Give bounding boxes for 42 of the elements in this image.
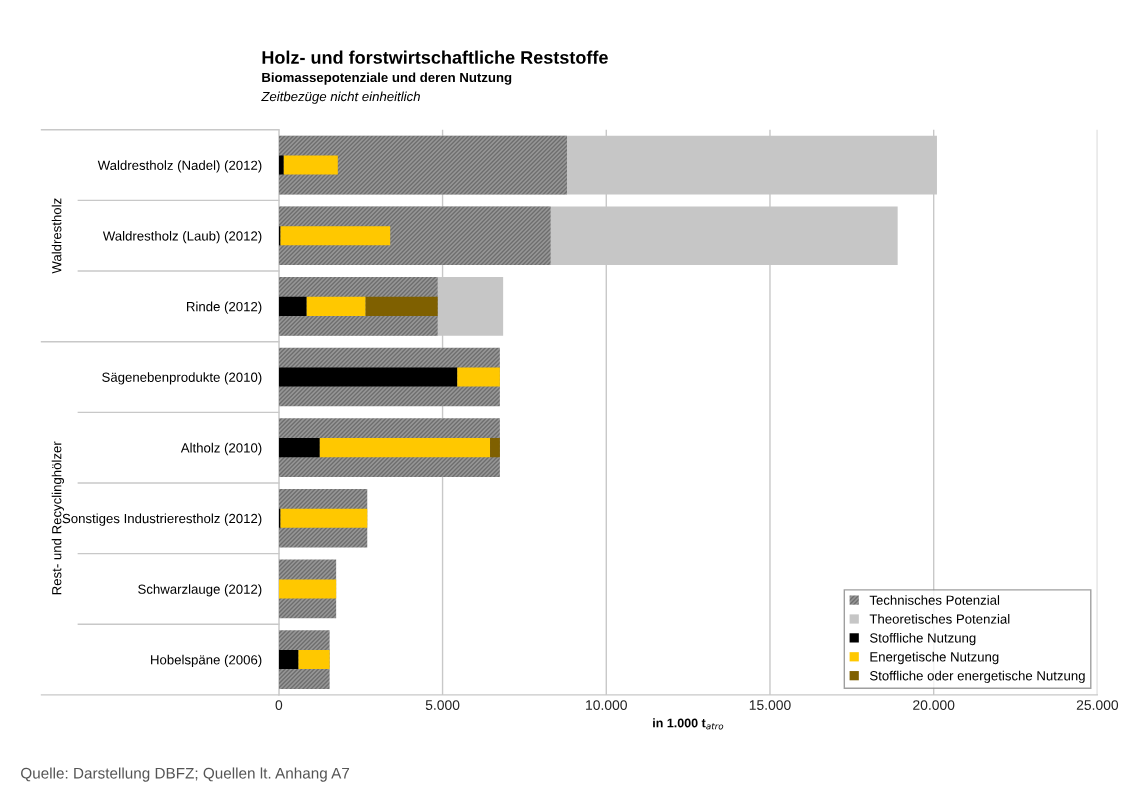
y-tick-label: Waldrestholz (Laub) (2012) — [102, 230, 262, 244]
x-tick-label: 25.000 — [1076, 700, 1119, 710]
x-tick-label: 20.000 — [913, 700, 955, 710]
bar — [278, 296, 307, 316]
bar — [280, 508, 368, 528]
bar — [278, 579, 337, 599]
bar — [278, 155, 284, 175]
chart-title: Holz- und forstwirtschaftliche Reststoffe — [262, 50, 608, 64]
bar — [365, 296, 438, 316]
y-tick-label: Sonstiges Industrierestholz (2012) — [62, 513, 262, 526]
y-tick-label: Schwarzlauge (2012) — [138, 584, 262, 597]
bar — [278, 438, 320, 458]
y-tick-label: Sägenebenprodukte (2010) — [102, 372, 262, 385]
bar — [298, 650, 330, 670]
bar — [490, 438, 500, 458]
x-tick-label: 0 — [275, 700, 283, 710]
y-tick-label: Waldrestholz (Nadel) (2012) — [97, 160, 262, 173]
text: Rest- und Recyclinghölzer — [51, 441, 65, 595]
text: Zeitbezüge nicht einheitlich — [261, 91, 420, 104]
legend-label: Stoffliche Nutzung — [869, 632, 976, 646]
x-tick-label: 15.000 — [749, 700, 791, 710]
x-axis-title: in 1.000 t$_{atro}$ — [653, 718, 724, 730]
bar — [319, 438, 491, 458]
bar — [457, 367, 500, 387]
legend-label: Theoretisches Potenzial — [869, 614, 1010, 624]
legend-label: Stoffliche oder energetische Nutzung — [869, 670, 1085, 684]
bar — [278, 367, 458, 387]
bar — [280, 226, 391, 246]
legend-label: Technisches Potenzial — [869, 595, 1000, 605]
legend-label: Energetische Nutzung — [870, 651, 999, 665]
y-tick-label: Hobelspäne (2006) — [151, 654, 262, 668]
text: Waldrestholz — [51, 198, 62, 274]
y-tick-label: Rinde (2012) — [187, 301, 262, 314]
chart-subtitle: Biomassepotenziale und deren Nutzung — [262, 72, 512, 85]
source-note: Quelle: Darstellung DBFZ; Quellen lt. Anhang A7 — [21, 767, 350, 782]
y-tick-label: Altholz (2010) — [180, 442, 262, 456]
bar — [283, 155, 338, 175]
bar — [278, 650, 299, 670]
x-tick-label: 10.000 — [586, 700, 627, 710]
bar — [278, 135, 567, 195]
bar — [306, 296, 366, 316]
x-tick-label: 5.000 — [425, 700, 460, 710]
